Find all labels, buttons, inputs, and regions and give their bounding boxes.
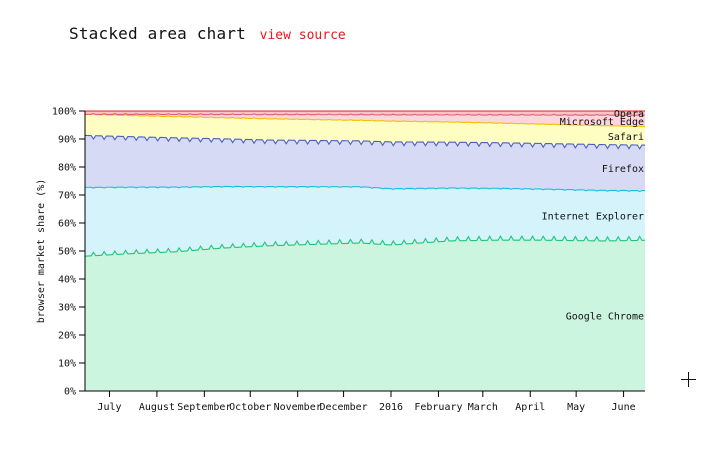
y-tick-label: 100% <box>52 107 76 118</box>
chart-title: Stacked area chart <box>69 24 246 43</box>
area-internet-explorer <box>85 186 645 257</box>
area-firefox <box>85 135 645 192</box>
series-label-firefox: Firefox <box>602 164 644 175</box>
series-label-microsoft-edge: Microsoft Edge <box>560 117 644 128</box>
y-tick-label: 10% <box>58 359 76 370</box>
series-label-google-chrome: Google Chrome <box>566 312 644 323</box>
x-tick-label: November <box>274 402 322 413</box>
y-tick-label: 30% <box>58 303 76 314</box>
x-tick-label: August <box>139 402 175 413</box>
y-tick-label: 60% <box>58 219 76 230</box>
line-firefox <box>84 134 646 150</box>
series-label-internet-explorer: Internet Explorer <box>542 211 644 222</box>
series-label-opera: Opera <box>614 109 644 120</box>
view-source-link[interactable]: view source <box>259 28 346 43</box>
x-tick-label: 2016 <box>379 402 403 413</box>
series-label-safari: Safari <box>608 132 644 143</box>
x-tick-label: February <box>414 402 462 413</box>
y-tick-label: 40% <box>58 275 76 286</box>
x-tick-label: March <box>468 402 498 413</box>
line-internet-explorer <box>84 185 645 192</box>
y-tick-label: 70% <box>58 191 76 202</box>
line-microsoft-edge <box>85 113 645 116</box>
area-safari <box>85 113 645 149</box>
x-tick-label: July <box>97 402 121 413</box>
x-tick-label: October <box>229 402 271 413</box>
crosshair-cursor-icon <box>681 372 696 387</box>
y-tick-label: 80% <box>58 163 76 174</box>
y-tick-label: 50% <box>58 247 76 258</box>
x-tick-label: September <box>177 402 231 413</box>
x-tick-label: April <box>515 402 545 413</box>
x-tick-label: May <box>567 402 585 413</box>
y-tick-label: 90% <box>58 135 76 146</box>
y-tick-label: 20% <box>58 331 76 342</box>
y-axis-label: browser market share (%) <box>36 179 47 324</box>
x-tick-label: December <box>319 402 367 413</box>
y-tick-label: 0% <box>64 387 76 398</box>
area-google-chrome <box>85 236 645 391</box>
line-google-chrome <box>84 235 646 257</box>
chart-header: Stacked area chart view source <box>69 24 346 43</box>
x-tick-label: June <box>612 402 636 413</box>
line-safari <box>84 113 646 128</box>
